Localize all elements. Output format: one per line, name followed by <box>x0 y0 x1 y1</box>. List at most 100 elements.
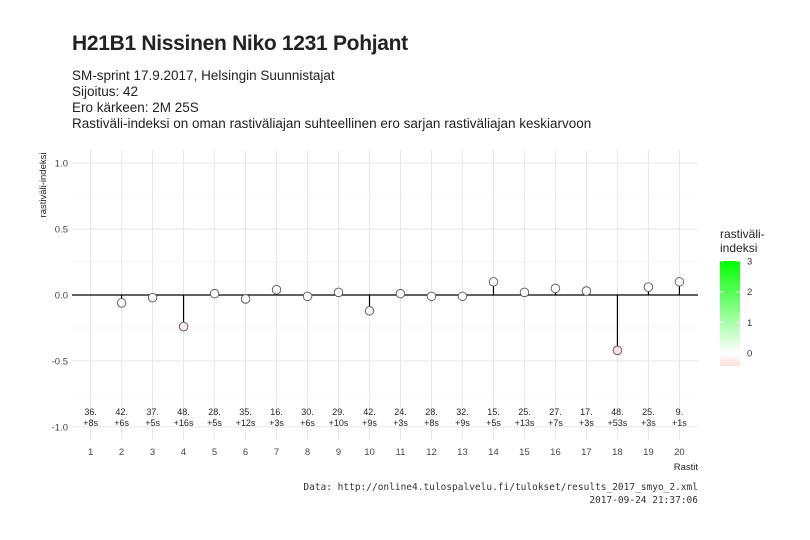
split-loss-label: +10s <box>329 418 349 428</box>
split-rank-label: 42. <box>363 407 376 417</box>
split-rank-label: 28. <box>208 407 221 417</box>
split-rank-label: 25. <box>642 407 655 417</box>
split-loss-label: +1s <box>672 418 687 428</box>
split-rank-label: 15. <box>487 407 500 417</box>
split-rank-label: 17. <box>580 407 593 417</box>
split-loss-label: +8s <box>83 418 98 428</box>
split-rank-label: 32. <box>456 407 469 417</box>
split-loss-label: +3s <box>579 418 594 428</box>
split-rank-label: 48. <box>611 407 624 417</box>
split-rank-label: 30. <box>301 407 314 417</box>
x-tick-label: 1 <box>88 447 93 458</box>
lollipop-point <box>519 287 530 298</box>
x-tick-label: 18 <box>612 447 623 458</box>
subtitle-line-gap: Ero kärkeen: 2M 25S <box>72 100 199 115</box>
legend-title-line: rastiväli- <box>720 227 765 241</box>
lollipop-point <box>395 288 406 299</box>
lollipop-point <box>209 288 220 299</box>
x-tick-label: 2 <box>119 447 124 458</box>
x-tick-label: 4 <box>181 447 186 458</box>
split-loss-label: +12s <box>236 418 256 428</box>
legend-tick-label: 0 <box>747 349 752 360</box>
x-tick-label: 20 <box>674 447 685 458</box>
split-rank-label: 35. <box>239 407 252 417</box>
lollipop-point <box>240 294 251 304</box>
split-loss-label: +7s <box>548 418 563 428</box>
lollipop-point <box>147 292 158 303</box>
split-loss-label: +9s <box>455 418 470 428</box>
color-legend: rastiväli-indeksi 0 1 2 3 <box>720 227 765 366</box>
lollipop-point <box>550 283 561 294</box>
chart-subtitle: SM-sprint 17.9.2017, Helsingin Suunnista… <box>72 68 591 132</box>
y-axis-title: rastiväli-indeksi <box>38 153 49 218</box>
lollipop-point <box>674 277 685 287</box>
x-tick-label: 9 <box>336 447 341 458</box>
x-tick-label: 15 <box>519 447 530 458</box>
x-tick-label: 7 <box>274 447 279 458</box>
x-tick-label: 16 <box>550 447 561 458</box>
lollipop-point <box>643 282 654 292</box>
split-rank-label: 16. <box>270 407 283 417</box>
x-tick-label: 5 <box>212 447 217 458</box>
split-loss-label: +3s <box>269 418 284 428</box>
subtitle-line-event: SM-sprint 17.9.2017, Helsingin Suunnista… <box>72 68 335 83</box>
lollipop-point <box>302 291 313 302</box>
split-rank-label: 48. <box>177 407 190 417</box>
x-tick-label: 19 <box>643 447 654 458</box>
split-loss-label: +13s <box>515 418 535 428</box>
lollipop-point <box>581 286 592 296</box>
x-tick-label: 10 <box>364 447 375 458</box>
split-rank-label: 24. <box>394 407 407 417</box>
lollipop-point <box>426 291 437 302</box>
point-labels: 36.+8s42.+6s37.+5s48.+16s28.+5s35.+12s16… <box>83 407 687 428</box>
caption-source: Data: http://online4.tulospalvelu.fi/tul… <box>303 482 698 493</box>
legend-tick-label: 2 <box>747 287 752 298</box>
axes: -1.0-0.50.00.51.01 2 3 4 5 6 7 8 9 10 11 12 13 14 15 16… <box>38 153 698 473</box>
caption-timestamp: 2017-09-24 21:37:06 <box>589 495 698 506</box>
x-tick-label: 3 <box>150 447 155 458</box>
split-rank-label: 37. <box>146 407 159 417</box>
split-loss-label: +53s <box>608 418 628 428</box>
split-rank-label: 36. <box>84 407 97 417</box>
lollipop-point <box>457 291 468 302</box>
legend-colorbar <box>720 261 740 366</box>
split-loss-label: +3s <box>393 418 408 428</box>
lollipop-point <box>364 306 375 316</box>
split-rank-label: 27. <box>549 407 562 417</box>
x-axis-title: Rastit <box>674 462 699 473</box>
x-tick-label: 11 <box>396 447 406 458</box>
y-tick-label: 0.0 <box>55 291 68 302</box>
y-tick-label: 1.0 <box>55 159 68 170</box>
legend-tick-label: 1 <box>747 318 752 329</box>
split-loss-label: +5s <box>145 418 160 428</box>
chart-title: H21B1 Nissinen Niko 1231 Pohjant <box>72 32 408 55</box>
x-tick-label: 13 <box>457 447 468 458</box>
lollipop-point <box>271 284 282 295</box>
x-tick-label: 14 <box>488 447 499 458</box>
split-loss-label: +8s <box>424 418 439 428</box>
data-marks <box>116 277 685 356</box>
chart-caption: Data: http://online4.tulospalvelu.fi/tul… <box>303 481 698 507</box>
split-loss-label: +6s <box>300 418 315 428</box>
split-loss-label: +6s <box>114 418 129 428</box>
lollipop-point <box>612 345 623 356</box>
legend-tick-label: 3 <box>747 257 752 268</box>
x-tick-label: 17 <box>581 447 592 458</box>
y-tick-label: -1.0 <box>52 422 68 433</box>
lollipop-point <box>116 298 127 308</box>
split-loss-label: +5s <box>486 418 501 428</box>
lollipop-point <box>333 287 344 298</box>
x-tick-label: 6 <box>243 447 248 458</box>
subtitle-line-rank: Sijoitus: 42 <box>72 84 139 99</box>
legend-title-line: indeksi <box>720 241 757 255</box>
split-loss-label: +3s <box>641 418 656 428</box>
split-loss-label: +16s <box>174 418 194 428</box>
x-tick-label: 12 <box>426 447 437 458</box>
split-rank-label: 29. <box>332 407 345 417</box>
x-tick-label: 8 <box>305 447 310 458</box>
subtitle-line-description: Rastiväli-indeksi on oman rastiväliajan … <box>72 116 592 131</box>
split-loss-label: +5s <box>207 418 222 428</box>
lollipop-point <box>178 321 189 332</box>
y-tick-label: 0.5 <box>55 225 68 236</box>
